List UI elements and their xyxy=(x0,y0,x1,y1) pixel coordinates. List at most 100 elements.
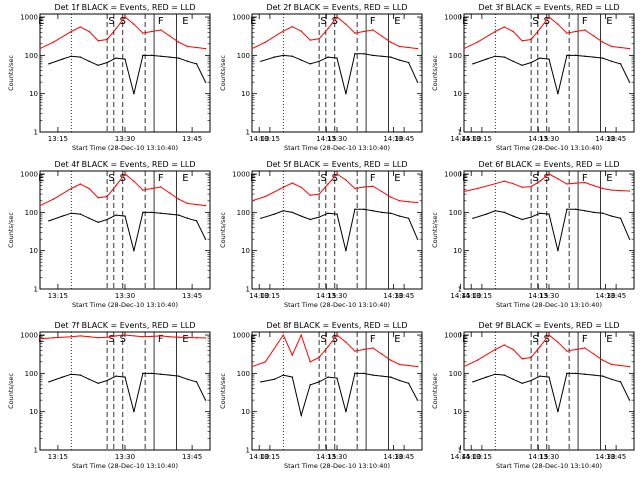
lld-data-point xyxy=(97,40,99,42)
lld-data-point xyxy=(389,196,392,198)
x-tick-label: 13:30 xyxy=(327,292,347,300)
events-data-point xyxy=(539,57,541,59)
panel-title: Det 3f BLACK = Events, RED = LLD xyxy=(478,3,619,12)
phase-marker-s: S xyxy=(532,173,538,184)
lld-data-point xyxy=(186,45,189,48)
lld-data-point xyxy=(300,30,302,32)
x-tick-label: 14:30 xyxy=(383,453,403,461)
lld-data-point xyxy=(204,204,207,207)
events-data-point xyxy=(97,64,99,67)
phase-marker-e: E xyxy=(606,334,612,345)
lld-data-point xyxy=(282,30,285,32)
events-data-point xyxy=(327,212,329,214)
y-axis-label: Counts/sec xyxy=(219,373,227,409)
y-tick-label: 1000 xyxy=(20,171,38,179)
events-data-point xyxy=(494,373,497,375)
phase-marker-e: E xyxy=(462,173,468,184)
events-data-point xyxy=(557,249,559,252)
events-data-point xyxy=(195,381,198,383)
x-tick-label: 14:45 xyxy=(450,135,470,143)
y-tick-label: 100 xyxy=(449,52,462,60)
events-data-point xyxy=(160,212,162,214)
lld-data-point xyxy=(124,334,126,336)
y-tick-label: 100 xyxy=(449,370,462,378)
events-data-point xyxy=(133,92,135,95)
y-tick-label: 1 xyxy=(246,286,250,294)
lld-data-point xyxy=(115,184,117,187)
x-tick-label: 13:30 xyxy=(115,292,135,300)
detector-panel: Det 5f BLACK = Events, RED = LLD 1 10 100 10… xyxy=(219,160,616,309)
y-axis-label: Counts/sec xyxy=(7,212,15,248)
events-data-point xyxy=(628,238,631,240)
plot-frame xyxy=(251,170,423,290)
lld-data-point xyxy=(363,348,365,351)
events-data-point xyxy=(485,213,488,215)
lld-data-point xyxy=(264,195,267,198)
lld-data-point xyxy=(88,30,90,33)
lld-data-point xyxy=(476,359,479,361)
lld-data-point xyxy=(264,41,267,43)
events-data-point xyxy=(503,374,505,376)
events-data-point xyxy=(88,217,90,219)
lld-data-point xyxy=(133,180,135,182)
lld-data-point xyxy=(291,25,293,28)
events-data-point xyxy=(593,56,595,58)
lld-data-point xyxy=(593,184,595,187)
lld-data-point xyxy=(416,201,419,204)
events-data-point xyxy=(381,375,383,377)
phase-marker-e: E xyxy=(394,16,400,27)
lld-data-point xyxy=(584,181,586,184)
events-data-point xyxy=(61,215,64,217)
lld-data-point xyxy=(619,364,622,367)
events-data-point xyxy=(151,211,153,214)
y-tick-label: 10 xyxy=(29,90,38,98)
events-data-point xyxy=(186,217,189,219)
lld-data-point xyxy=(521,40,523,42)
lld-data-point xyxy=(345,23,347,25)
lld-data-point xyxy=(106,336,108,338)
panel-title: Det 7f BLACK = Events, RED = LLD xyxy=(54,321,195,330)
lld-data-point xyxy=(354,187,356,190)
events-data-point xyxy=(601,212,604,214)
x-tick-label: 14:15 xyxy=(316,135,336,143)
events-data-point xyxy=(575,208,577,211)
events-data-point xyxy=(186,378,189,380)
events-data-point xyxy=(177,214,180,216)
lld-data-point xyxy=(115,27,117,30)
events-data-point xyxy=(115,214,117,216)
events-data-point xyxy=(575,54,577,57)
lld-data-point xyxy=(476,187,479,190)
x-tick-label: 13:30 xyxy=(327,453,347,461)
events-data-point xyxy=(575,372,577,375)
events-data-point xyxy=(593,211,595,214)
events-data-point xyxy=(177,375,180,377)
lld-data-point xyxy=(416,365,419,368)
lld-data-point xyxy=(309,39,311,41)
lld-data-point xyxy=(195,203,198,206)
y-tick-label: 1 xyxy=(34,447,38,455)
y-tick-label: 1 xyxy=(246,447,250,455)
lld-data-point xyxy=(151,187,153,190)
events-data-point xyxy=(530,216,532,218)
lld-data-point xyxy=(160,335,162,337)
lld-data-point xyxy=(300,334,302,336)
lld-data-point xyxy=(463,190,465,193)
panel-title: Det 1f BLACK = Events, RED = LLD xyxy=(54,3,195,12)
events-data-point xyxy=(354,53,356,55)
lld-series-line xyxy=(39,16,206,50)
events-data-point xyxy=(503,56,505,58)
y-tick-label: 10 xyxy=(241,408,250,416)
events-data-point xyxy=(363,53,365,55)
events-data-point xyxy=(106,61,108,64)
x-tick-label: 14:45 xyxy=(450,292,470,300)
events-series-line xyxy=(260,53,418,94)
events-data-point xyxy=(407,217,410,219)
events-data-point xyxy=(106,379,108,382)
lld-data-point xyxy=(291,354,293,356)
events-data-point xyxy=(177,57,180,59)
y-tick-label: 100 xyxy=(25,370,38,378)
events-data-point xyxy=(503,211,505,214)
phase-marker-e: E xyxy=(394,334,400,345)
lld-data-point xyxy=(407,364,410,367)
x-tick-label: 14:00 xyxy=(249,453,269,461)
